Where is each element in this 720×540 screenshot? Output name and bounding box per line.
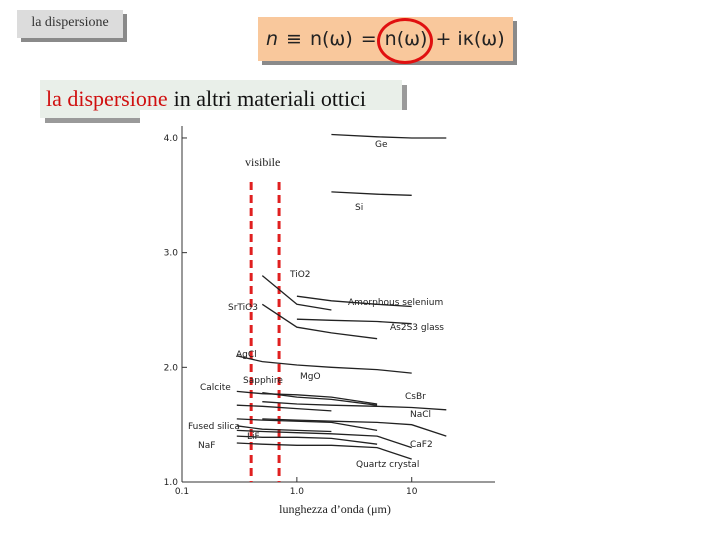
curve-label: Calcite: [200, 383, 231, 393]
curve: [262, 418, 447, 437]
curve: [236, 435, 378, 445]
y-tick-label: 4.0: [164, 134, 179, 144]
heading-highlight: la dispersione: [46, 86, 168, 111]
curve-label: LiF: [247, 432, 260, 442]
curve-label: CsBr: [405, 392, 426, 402]
curve-label: Amorphous selenium: [348, 298, 443, 308]
x-tick-label: 10: [406, 487, 418, 497]
curve-label: Si: [355, 203, 363, 213]
heading-text: in altri materiali ottici: [173, 86, 367, 111]
curve-label: Fused silica: [188, 422, 240, 432]
curve: [262, 401, 447, 411]
curve-label: MgO: [300, 372, 321, 382]
curve: [236, 442, 412, 460]
curve-label: NaCl: [410, 410, 431, 420]
curve: [236, 390, 378, 405]
curve: [236, 418, 378, 432]
formula-part: n(ω): [309, 28, 353, 50]
formula-part: =: [360, 28, 377, 50]
y-tick-label: 2.0: [164, 363, 179, 373]
curve: [296, 318, 412, 325]
curve: [331, 133, 447, 139]
curve: [236, 429, 412, 449]
curve-label: AgCl: [236, 350, 257, 360]
curve-label: TiO2: [289, 270, 311, 280]
curve-label: As2S3 glass: [390, 323, 444, 333]
curve-label: CaF2: [410, 440, 433, 450]
curve: [261, 303, 378, 340]
curve-label: Quartz crystal: [356, 460, 419, 470]
curve: [236, 355, 412, 374]
curve: [296, 295, 412, 308]
curve-label: Ge: [375, 140, 388, 150]
x-axis-label: lunghezza d’onda (μm): [279, 502, 391, 516]
x-tick-label: 1.0: [290, 487, 305, 497]
curve: [331, 191, 412, 196]
section-label: la dispersione: [17, 10, 123, 38]
plot-background: [140, 110, 505, 515]
formula: n ≡ n(ω) = n(ω) + iκ(ω): [258, 17, 513, 64]
curve-label: NaF: [198, 441, 215, 451]
curve-label: SrTiO3: [228, 303, 258, 313]
curve-label: Sapphire: [243, 376, 283, 386]
visible-label: visibile: [245, 155, 280, 169]
curve: [236, 404, 332, 412]
y-tick-label: 1.0: [164, 478, 179, 488]
y-tick-label: 3.0: [164, 249, 179, 259]
curve: [236, 425, 332, 433]
highlight-circle: [377, 18, 433, 64]
formula-part: + iκ(ω): [435, 28, 505, 50]
x-tick-label: 0.1: [175, 487, 189, 497]
formula-part: ≡: [286, 28, 302, 50]
curve: [261, 275, 332, 311]
formula-part: n: [266, 28, 279, 50]
